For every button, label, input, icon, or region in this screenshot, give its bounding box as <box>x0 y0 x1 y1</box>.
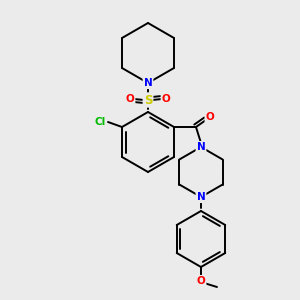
Text: N: N <box>196 192 206 202</box>
Text: S: S <box>144 94 152 106</box>
Text: O: O <box>126 94 134 104</box>
Text: O: O <box>206 112 214 122</box>
Text: O: O <box>162 94 170 104</box>
Text: N: N <box>144 78 152 88</box>
Text: O: O <box>196 276 206 286</box>
Text: N: N <box>196 142 206 152</box>
Text: Cl: Cl <box>94 117 106 127</box>
